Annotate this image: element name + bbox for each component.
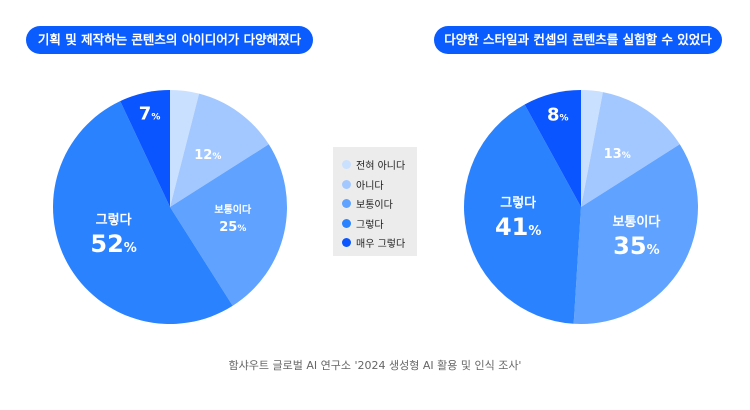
pie-slice bbox=[53, 101, 233, 324]
legend: 전혀 아니다 아니다 보통이다 그렇다 매우 그렇다 bbox=[333, 147, 417, 256]
slice-value-label: 13% bbox=[604, 147, 631, 162]
legend-dot bbox=[342, 199, 351, 209]
slice-category-label: 그렇다 bbox=[500, 195, 536, 211]
pie-slice bbox=[120, 90, 170, 207]
pie-slice bbox=[463, 104, 581, 324]
slice-value-label: 12% bbox=[194, 148, 221, 163]
pie-slice bbox=[581, 90, 603, 207]
legend-dot bbox=[342, 160, 351, 170]
legend-item: 매우 그렇다 bbox=[342, 233, 417, 253]
legend-item: 아니다 bbox=[342, 175, 417, 195]
pie-slice bbox=[170, 93, 269, 207]
pie-slice bbox=[573, 144, 698, 325]
legend-dot bbox=[342, 238, 351, 248]
slice-value-label: 25% bbox=[219, 220, 246, 235]
pie-slice bbox=[581, 92, 680, 207]
chart-title-left: 기획 및 제작하는 콘텐츠의 아이디어가 다양해졌다 bbox=[26, 26, 313, 54]
legend-dot bbox=[342, 179, 351, 189]
source-caption: 함샤우트 글로벌 AI 연구소 '2024 생성형 AI 활용 및 인식 조사' bbox=[228, 359, 522, 372]
slice-category-label: 그렇다 bbox=[96, 212, 132, 228]
slice-category-label: 보통이다 bbox=[612, 214, 660, 230]
legend-item: 보통이다 bbox=[342, 194, 417, 214]
slice-category-label: 보통이다 bbox=[214, 203, 252, 216]
legend-dot bbox=[342, 218, 351, 228]
legend-item: 그렇다 bbox=[342, 214, 417, 234]
chart-title-right: 다양한 스타일과 컨셉의 콘텐츠를 실험할 수 있었다 bbox=[434, 26, 722, 54]
pie-slice bbox=[170, 90, 200, 207]
pie-slice bbox=[524, 90, 581, 207]
legend-item: 전혀 아니다 bbox=[342, 155, 417, 175]
pie-slice bbox=[170, 144, 288, 306]
